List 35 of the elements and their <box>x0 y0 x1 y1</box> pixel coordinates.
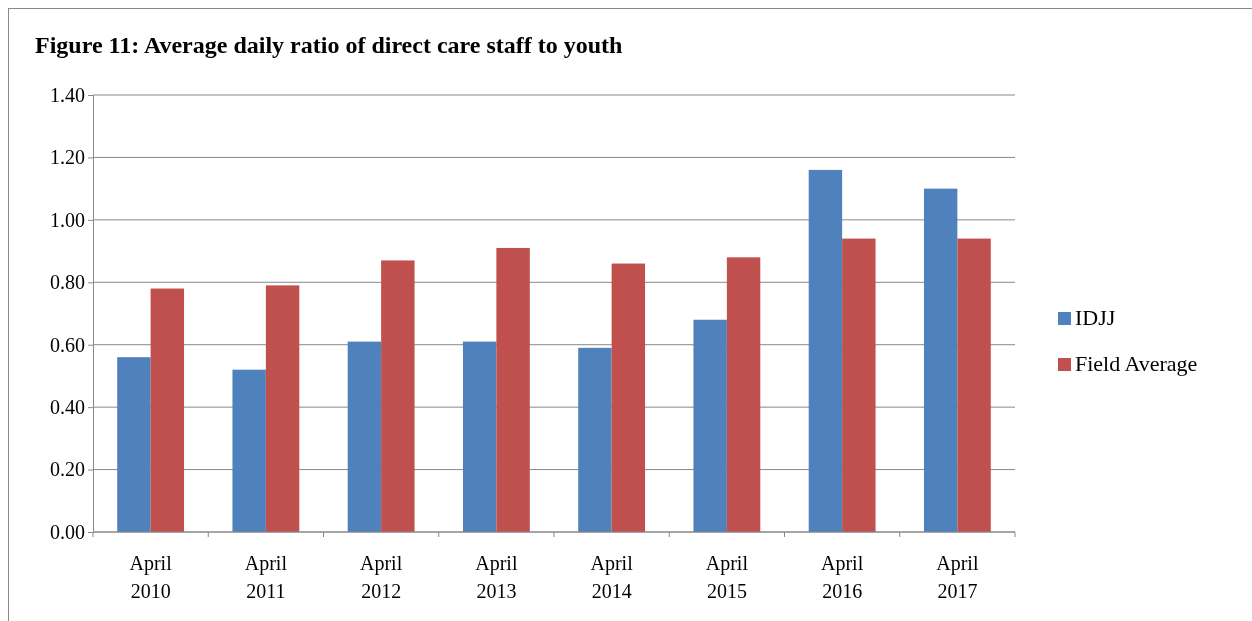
y-tick-label: 0.60 <box>50 333 85 356</box>
x-tick-label: April 2014 <box>590 552 634 602</box>
y-tick-label: 1.40 <box>50 83 85 106</box>
bar <box>726 257 761 532</box>
bar <box>265 285 300 532</box>
bar <box>808 169 843 532</box>
bar <box>347 341 382 532</box>
x-tick-label: April 2012 <box>360 552 403 602</box>
y-tick-label: 0.00 <box>50 520 85 543</box>
bar <box>462 341 497 532</box>
bar <box>496 247 530 532</box>
x-tick-label: April 2016 <box>821 552 864 602</box>
bar <box>957 238 991 532</box>
y-tick-label: 0.80 <box>50 271 85 294</box>
y-tick-label: 1.20 <box>50 146 85 169</box>
bar <box>232 369 266 532</box>
bar <box>150 288 185 532</box>
x-tick-label: April 2011 <box>244 552 288 602</box>
x-tick-label: April 2010 <box>129 552 173 602</box>
bar <box>842 238 876 532</box>
bar <box>923 188 958 532</box>
legend-label: IDJJ <box>1075 305 1116 330</box>
bar <box>693 319 727 532</box>
bar <box>381 260 415 532</box>
x-tick-label: April 2013 <box>475 552 518 602</box>
y-tick-label: 1.00 <box>50 208 85 231</box>
bar <box>578 347 612 532</box>
legend-label: Field Average <box>1075 351 1198 376</box>
x-tick-label: April 2015 <box>705 552 749 602</box>
y-tick-label: 0.40 <box>50 396 85 419</box>
y-tick-label: 0.20 <box>50 458 85 481</box>
bar <box>117 357 151 532</box>
x-tick-label: April 2017 <box>936 552 979 602</box>
chart-title: Figure 11: Average daily ratio of direct care staff to youth <box>35 32 623 58</box>
bar <box>611 263 646 532</box>
